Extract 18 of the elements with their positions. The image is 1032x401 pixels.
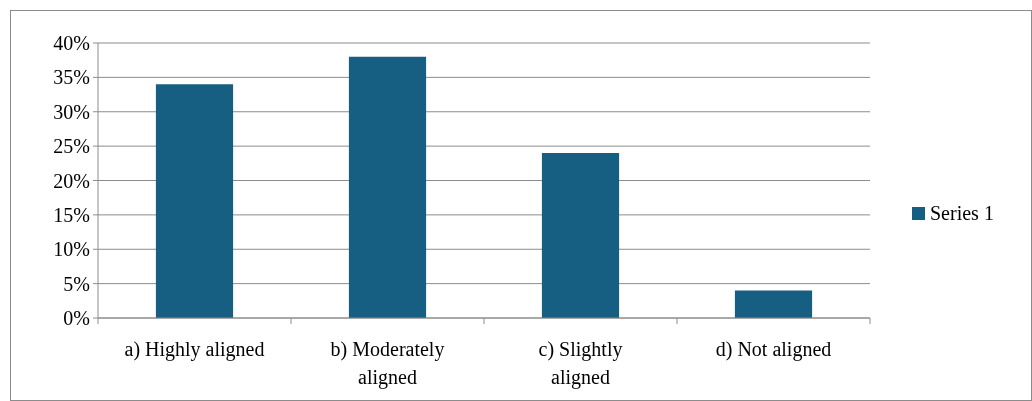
x-tick-label: d) Not aligned	[715, 338, 832, 361]
bar	[348, 56, 427, 318]
bar	[541, 153, 620, 318]
y-tick-label: 10%	[53, 238, 90, 261]
bar	[155, 84, 234, 318]
bar	[734, 290, 813, 318]
y-tick-label: 15%	[53, 203, 90, 226]
y-tick-label: 35%	[53, 66, 90, 89]
x-tick-label: a) Highly aligned	[124, 338, 265, 361]
y-tick-label: 0%	[63, 307, 90, 329]
x-tick-label: c) Slightly aligned	[538, 338, 623, 389]
legend-label: Series 1	[930, 202, 994, 224]
y-tick-label: 40%	[53, 32, 90, 54]
y-tick-label: 25%	[53, 135, 90, 158]
y-tick-label: 30%	[53, 100, 90, 123]
y-tick-label: 20%	[53, 169, 90, 192]
y-tick-label: 5%	[63, 272, 90, 295]
x-tick-label: b) Moderately aligned	[330, 338, 445, 389]
